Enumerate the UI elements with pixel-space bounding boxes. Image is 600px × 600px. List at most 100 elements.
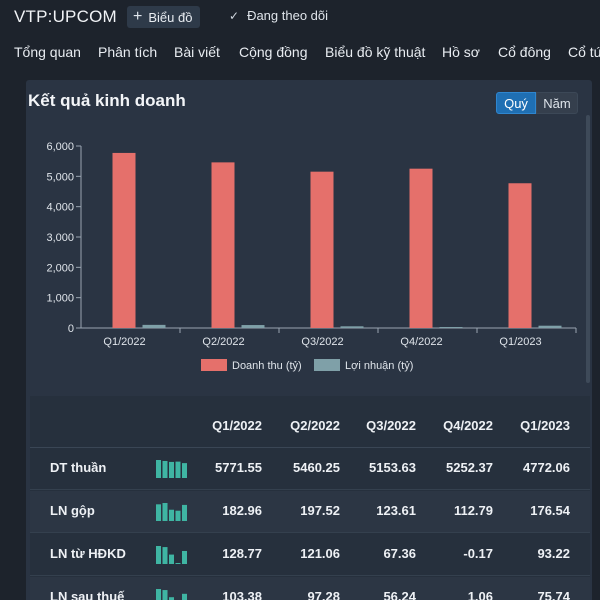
sparkline-bar [169,554,174,564]
sparkline-bar [156,589,161,600]
tab-articles[interactable]: Bài viết [174,44,220,60]
tab-profile[interactable]: Hồ sơ [442,44,480,60]
table-cell: 5252.37 [446,460,493,475]
period-toggle: Quý Năm [496,92,578,114]
profit-bar [538,325,562,328]
sparkline-bar [162,503,168,521]
period-quarter-button[interactable]: Quý [496,92,536,114]
y-tick-label: 5,000 [46,171,74,183]
y-tick-label: 3,000 [46,232,74,244]
table-cell: 112.79 [453,503,493,518]
sparkline-bar [175,510,181,521]
revenue-bar [310,171,334,328]
column-header: Q4/2022 [443,418,493,433]
table-header: Q1/2022 Q2/2022 Q3/2022 Q4/2022 Q1/2023 [30,396,590,448]
table-cell: 182.96 [222,503,262,518]
legend-label: Doanh thu (tỷ) [232,360,302,372]
sparkline-bar [156,460,161,478]
sparkline-icon [156,460,187,478]
add-chart-label: Biểu đồ [148,9,193,25]
tab-analysis[interactable]: Phân tích [98,44,158,60]
revenue-bar [211,162,235,328]
sparkline-bar [169,509,174,521]
table-cell: 197.52 [300,503,340,518]
check-icon: ✓ [229,8,240,23]
revenue-bar [112,152,136,328]
column-header: Q1/2022 [212,418,262,433]
y-tick-label: 4,000 [46,202,74,214]
legend-label: Lợi nhuận (tỷ) [345,360,413,372]
profit-bar [340,326,364,328]
row-label: DT thuần [50,460,107,475]
y-tick-label: 2,000 [46,262,74,274]
table-cell: 1.06 [467,589,493,600]
sparkline-bar [182,504,187,521]
table-cell: 121.06 [300,546,340,561]
sparkline-bar [156,546,161,564]
plus-icon: + [133,8,143,25]
row-label: LN sau thuế [50,589,125,600]
revenue-bar [508,183,532,328]
sparkline-bar [156,504,161,521]
table-row: LN sau thuế 103.38 97.28 56.24 1.06 75.7… [30,577,590,600]
panel-title: Kết quả kinh doanh [28,91,186,110]
table-row: DT thuần 5771.55 5460.25 5153.63 5252.37… [30,448,590,490]
row-label: LN từ HĐKD [50,546,126,561]
sparkline-bar [169,461,174,478]
profit-bar [142,324,166,328]
legend-swatch [314,359,340,371]
tab-shareholders[interactable]: Cổ đông [498,44,551,60]
ticker-symbol: VTP:UPCOM [14,7,117,26]
add-chart-button[interactable]: + Biểu đồ [127,6,201,28]
sparkline-bar [169,597,174,600]
top-bar: VTP:UPCOM + Biểu đồ ✓ Đang theo dõi [0,0,600,34]
sparkline-icon [156,589,187,600]
x-tick-label: Q1/2022 [103,336,145,348]
row-label: LN gộp [50,503,95,518]
profit-bar [241,325,265,328]
table-cell: 56.24 [383,589,416,600]
period-year-button[interactable]: Năm [536,92,578,114]
tab-technical-chart[interactable]: Biểu đồ kỹ thuật [325,44,426,60]
table-cell: 5153.63 [369,460,416,475]
tab-community[interactable]: Cộng đồng [239,44,308,60]
panel-scrollbar[interactable] [586,115,590,383]
table-cell: 5460.25 [293,460,340,475]
table-cell: 75.74 [537,589,570,600]
x-tick-label: Q2/2022 [202,336,244,348]
column-header: Q2/2022 [290,418,340,433]
table-row: LN từ HĐKD 128.77 121.06 67.36 -0.17 93.… [30,534,590,576]
tab-dividends[interactable]: Cổ tứ [568,44,600,60]
main-nav: Tổng quan Phân tích Bài viết Cộng đồng B… [0,38,600,68]
table-cell: -0.17 [463,546,493,561]
results-table: Q1/2022 Q2/2022 Q3/2022 Q4/2022 Q1/2023 … [30,396,590,600]
table-cell: 93.22 [537,546,570,561]
sparkline-bar [175,563,181,564]
sparkline-bar [162,590,168,600]
sparkline-bar [162,547,168,564]
sparkline-icon [156,546,187,564]
profit-bar [439,327,463,328]
y-tick-label: 0 [68,323,74,335]
sparkline-bar [182,463,187,478]
tab-overview[interactable]: Tổng quan [14,44,81,60]
sparkline-icon [156,503,187,521]
revenue-profit-chart: 0 1,000 2,000 3,000 4,000 5,000 6,000 Q1/2022 Q2… [46,141,577,372]
table-cell: 67.36 [383,546,416,561]
sparkline-bar [182,550,187,564]
table-cell: 97.28 [307,589,340,600]
table-cell: 103.38 [222,589,262,600]
sparkline-bar [182,593,187,600]
column-header: Q3/2022 [366,418,416,433]
table-cell: 128.77 [222,546,262,561]
x-tick-label: Q3/2022 [301,336,343,348]
x-tick-label: Q1/2023 [499,336,541,348]
y-tick-label: 6,000 [46,141,74,153]
x-tick-label: Q4/2022 [400,336,442,348]
table-cell: 5771.55 [215,460,262,475]
revenue-bar [409,168,433,328]
following-button[interactable]: ✓ Đang theo dõi [229,8,328,23]
following-label: Đang theo dõi [247,8,329,23]
y-tick-label: 1,000 [46,293,74,305]
table-cell: 4772.06 [523,460,570,475]
